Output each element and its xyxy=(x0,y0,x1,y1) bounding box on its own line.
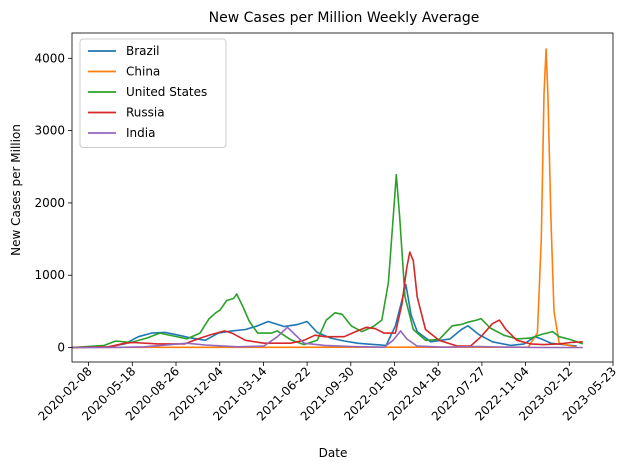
legend-label: Brazil xyxy=(126,44,160,58)
series-line-brazil xyxy=(71,283,577,349)
y-tick-label: 0 xyxy=(57,341,65,355)
y-tick-label: 1000 xyxy=(34,268,65,282)
chart-title: New Cases per Million Weekly Average xyxy=(209,10,480,26)
x-axis: 2020-02-082020-05-182020-08-262020-12-04… xyxy=(36,362,619,423)
series-line-russia xyxy=(71,251,583,349)
legend-label: Russia xyxy=(126,106,165,120)
y-axis: 0 1000 2000 3000 4000 xyxy=(34,51,72,355)
legend-label: United States xyxy=(126,85,207,99)
y-axis-label: New Cases per Million xyxy=(9,124,23,256)
series-line-india xyxy=(72,326,583,349)
legend-box xyxy=(79,38,227,148)
y-tick-label: 3000 xyxy=(34,124,65,138)
y-tick-label: 2000 xyxy=(34,196,65,210)
plot-area xyxy=(71,48,584,349)
legend-label: India xyxy=(126,126,155,140)
x-axis-label: Date xyxy=(319,446,348,460)
plot-frame xyxy=(71,32,614,363)
y-tick-label: 4000 xyxy=(34,51,65,65)
legend: Brazil China United States Russia India xyxy=(79,38,227,148)
legend-label: China xyxy=(126,65,160,79)
series-line-united-states xyxy=(71,173,584,349)
